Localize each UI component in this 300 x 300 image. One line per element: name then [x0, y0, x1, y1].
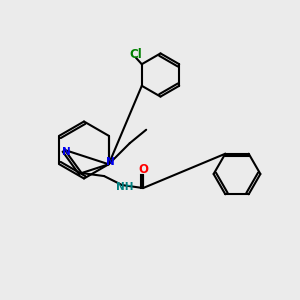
Text: N: N — [106, 157, 115, 167]
Text: NH: NH — [116, 182, 133, 192]
Text: N: N — [62, 147, 71, 157]
Text: Cl: Cl — [129, 48, 142, 61]
Text: O: O — [138, 163, 148, 176]
